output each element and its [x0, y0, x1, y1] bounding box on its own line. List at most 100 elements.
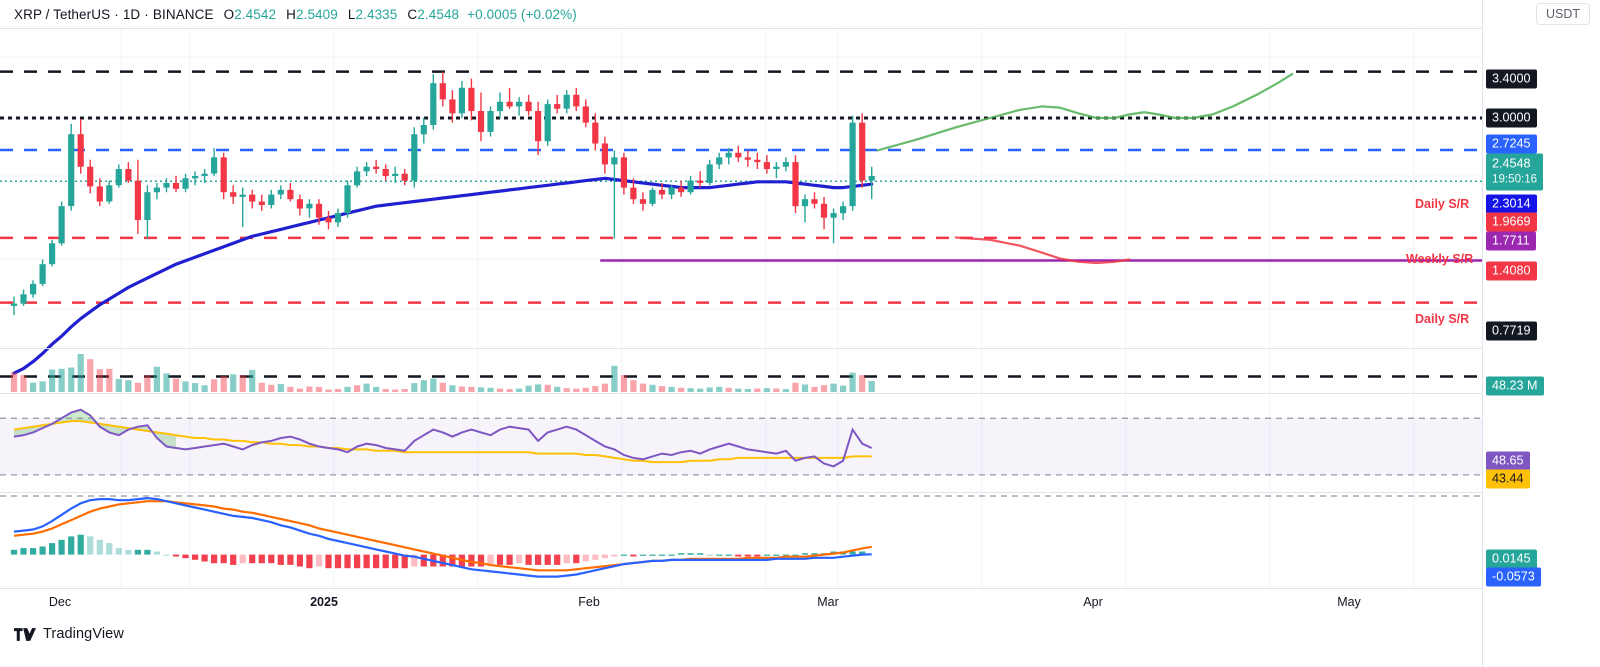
time-axis[interactable]: Dec 2025 Feb Mar Apr May [0, 588, 1482, 618]
candle-body [296, 199, 303, 209]
macd-value-badge[interactable]: -0.0573 [1486, 567, 1541, 587]
macd-histogram-bar [468, 554, 475, 567]
candle-body [68, 134, 75, 207]
macd-histogram-bar [287, 554, 294, 565]
volume-bar [144, 375, 151, 392]
volume-bar [849, 372, 856, 392]
candle-body [420, 125, 427, 135]
bar-countdown: 19:50:16 [1492, 172, 1538, 186]
rsi-series [0, 408, 1482, 476]
macd-series [0, 495, 1482, 578]
candle-body [773, 166, 780, 169]
candle-body [49, 243, 56, 265]
macd-histogram-bar [735, 554, 742, 557]
macd-histogram-bar [792, 554, 799, 556]
candle-body [668, 187, 675, 195]
moving-average-line [12, 176, 874, 375]
level-1-9669[interactable]: 1.9669 [1486, 212, 1537, 232]
ohlc-close: C2.4548 [407, 7, 459, 22]
candle-body [77, 134, 84, 167]
price-level-lines [0, 70, 1482, 378]
candle-body [163, 183, 170, 188]
level-2-7245[interactable]: 2.7245 [1486, 134, 1537, 154]
last-price-badge[interactable]: 2.4548 19:50:16 [1486, 153, 1544, 191]
volume-bar [344, 386, 351, 392]
high-value: 2.5409 [295, 6, 338, 22]
volume-bar [859, 375, 866, 392]
macd-histogram-bar [30, 548, 37, 555]
macd-histogram-bar [182, 554, 189, 559]
volume-bar [678, 387, 685, 392]
rsi-ma-badge[interactable]: 43.44 [1486, 469, 1530, 489]
volume-value-badge[interactable]: 48.23 M [1486, 376, 1544, 396]
volume-bar [287, 386, 294, 392]
symbol-name[interactable]: XRP / TetherUS [14, 6, 111, 22]
level-1-4080[interactable]: 1.4080 [1486, 261, 1537, 281]
candle-body [782, 162, 789, 167]
interval-label[interactable]: 1D [122, 6, 141, 22]
time-tick-feb[interactable]: Feb [578, 595, 600, 609]
candle-body [449, 99, 456, 114]
chart-gridlines [0, 28, 1482, 588]
rsi-line [13, 408, 873, 468]
macd-histogram-bar [268, 554, 275, 564]
time-tick-may[interactable]: May [1337, 595, 1361, 609]
macd-histogram-bar [363, 554, 370, 569]
macd-histogram-bar [716, 554, 723, 556]
rsi-divergence-fill [14, 409, 176, 448]
volume-bar [782, 389, 789, 392]
level-1-7711[interactable]: 1.7711 [1486, 231, 1536, 251]
macd-histogram-bar [134, 549, 141, 555]
candle-body [754, 159, 761, 163]
candle-body [125, 169, 132, 181]
rsi-value-badge[interactable]: 48.65 [1486, 451, 1530, 471]
volume-bar [620, 375, 627, 392]
macd-histogram-bar [544, 554, 551, 565]
volume-bar [77, 354, 84, 392]
time-tick-apr[interactable]: Apr [1083, 595, 1103, 609]
candle-body [573, 94, 580, 107]
volume-bar [382, 389, 389, 392]
volume-bar [554, 386, 561, 392]
candle-body [287, 189, 294, 200]
macd-histogram-bar [639, 554, 647, 556]
macd-histogram-bar [58, 539, 65, 555]
volume-bar [68, 367, 75, 392]
macd-histogram-bar [649, 554, 656, 556]
volume-bar [744, 389, 751, 392]
level-2-3014[interactable]: 2.3014 [1486, 194, 1537, 214]
low-label: L [347, 6, 356, 22]
time-tick-mar[interactable]: Mar [817, 595, 839, 609]
macd-histogram-bar [239, 554, 246, 564]
candle-body [458, 87, 465, 114]
exchange-label[interactable]: BINANCE [152, 6, 214, 22]
currency-badge[interactable]: USDT [1535, 3, 1590, 25]
level-3-4000[interactable]: 3.4000 [1486, 69, 1537, 89]
close-value: 2.4548 [417, 6, 460, 22]
macd-histogram-bar [449, 554, 456, 567]
volume-bar [525, 385, 532, 392]
level-3-0000[interactable]: 3.0000 [1486, 108, 1537, 128]
macd-histogram-bar [315, 554, 323, 567]
volume-bar [563, 388, 570, 392]
sr-label-0: Daily S/R [1415, 197, 1470, 211]
volume-bar [392, 389, 399, 392]
macd-histogram-bar [325, 554, 332, 569]
level-0-7719[interactable]: 0.7719 [1486, 321, 1537, 341]
macd-signal-badge[interactable]: 0.0145 [1486, 549, 1537, 569]
time-tick-2025[interactable]: 2025 [310, 595, 338, 609]
time-tick-dec[interactable]: Dec [48, 595, 72, 609]
macd-histogram-bar [373, 554, 380, 569]
volume-bar [49, 369, 56, 392]
macd-histogram-bar [277, 554, 284, 565]
price-change: +0.0005 (+0.02%) [467, 6, 577, 22]
close-label: C [407, 6, 418, 22]
macd-histogram-bar [763, 554, 770, 556]
volume-bar [211, 379, 218, 392]
volume-series [10, 354, 875, 392]
candle-body [735, 152, 742, 158]
volume-bar [573, 388, 580, 392]
candle-body [678, 187, 685, 193]
